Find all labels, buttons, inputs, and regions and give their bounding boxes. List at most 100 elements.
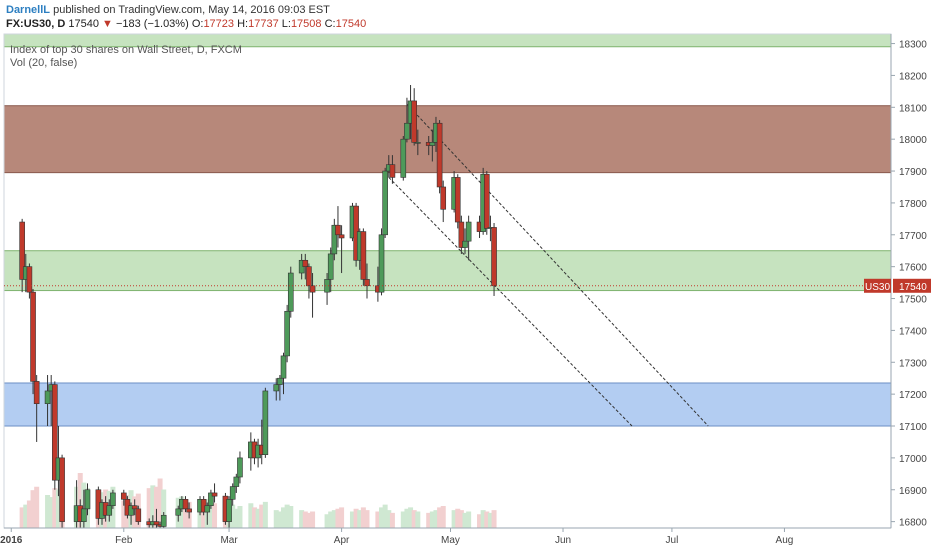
candle-body: [59, 457, 65, 522]
series-legend[interactable]: Index of top 30 shares on Wall Street, D…: [10, 44, 242, 56]
candle-body: [19, 221, 25, 280]
volume-bar: [52, 488, 58, 528]
candle-body: [135, 508, 142, 522]
candle: [360, 228, 367, 286]
price-axis: 16800 16900 17000 17100 17200 17300 17400 17500…: [891, 40, 927, 529]
volume-bar: [237, 506, 243, 528]
volume-bar: [273, 510, 279, 528]
volume-bar: [484, 511, 490, 528]
volume-bar: [281, 507, 287, 528]
chart-header: DarnellL published on TradingView.com, M…: [0, 0, 932, 34]
candle: [415, 129, 421, 156]
volume-bar: [357, 510, 363, 528]
candle: [389, 155, 396, 184]
publish-line: DarnellL published on TradingView.com, M…: [6, 4, 330, 16]
candle: [204, 502, 211, 525]
volume-bar: [23, 504, 29, 528]
candle-body: [331, 224, 338, 255]
volume-bar: [288, 506, 294, 528]
volume-bar: [324, 514, 330, 528]
volume-bar: [197, 504, 203, 528]
candle-body: [454, 177, 461, 223]
candle: [233, 473, 240, 493]
candle-body: [33, 381, 40, 405]
candle: [331, 218, 338, 261]
volume-bar: [389, 512, 395, 528]
volume-bar: [302, 511, 308, 528]
volume-bar: [335, 508, 341, 528]
candle-body: [360, 231, 367, 280]
candle-body: [128, 505, 134, 516]
candle: [440, 180, 447, 223]
candle: [436, 120, 443, 194]
candle: [208, 489, 214, 509]
candle-body: [302, 259, 309, 267]
volume-bar: [30, 490, 36, 528]
candle-body: [208, 492, 214, 506]
candle-body: [153, 521, 160, 526]
volume-bar: [146, 488, 152, 528]
candle: [306, 263, 312, 299]
volume-legend[interactable]: Vol (20, false): [10, 57, 78, 69]
time-tick-label: Jul: [666, 535, 679, 546]
candle-body: [465, 221, 472, 242]
volume-bar: [299, 510, 305, 528]
candle: [229, 483, 236, 506]
candle-body: [81, 508, 87, 522]
zone-green: [3, 250, 892, 292]
candle: [226, 496, 232, 528]
price-tick-label: 18200: [899, 71, 927, 82]
candle: [153, 508, 160, 528]
candle-body: [382, 170, 388, 236]
price-tick-label: 16800: [899, 518, 927, 529]
candle: [110, 489, 116, 509]
volume-bar: [306, 512, 312, 528]
volume-bar: [284, 504, 290, 528]
candle-body: [324, 279, 330, 293]
low-value: 17508: [290, 18, 322, 30]
price-tick-label: 18000: [899, 135, 927, 146]
time-tick-label: Mar: [220, 535, 238, 546]
close-label: C:: [324, 18, 336, 30]
candle-body: [436, 122, 443, 188]
candle-body: [287, 272, 294, 312]
volume-bar: [382, 504, 388, 528]
candle: [19, 218, 25, 293]
volume-bar: [277, 511, 283, 528]
volume-bar: [487, 512, 493, 528]
candle: [400, 135, 407, 181]
open-label: O:: [191, 18, 204, 30]
candle-body: [273, 384, 280, 392]
candle-body: [400, 138, 407, 178]
volume-bars: [19, 473, 497, 528]
down-arrow-icon: ▼: [102, 18, 113, 30]
volume-bar: [433, 510, 439, 528]
symbol-label: FX:US30, D: [6, 18, 66, 30]
volume-bar: [45, 495, 51, 528]
candle: [404, 97, 410, 143]
volume-bar: [230, 504, 236, 528]
volume-bar: [415, 511, 421, 528]
candle-body: [182, 499, 189, 510]
candle-body: [306, 266, 312, 287]
volume-bar: [429, 511, 435, 528]
volume-bar: [48, 497, 54, 528]
candle: [491, 222, 497, 296]
price-tick-label: 17100: [899, 422, 927, 433]
candle-body: [186, 508, 192, 513]
volume-bar: [437, 507, 443, 528]
price-tick-label: 16900: [899, 486, 927, 497]
author-name[interactable]: DarnellL: [6, 4, 51, 16]
volume-bar: [26, 500, 32, 528]
price-tick-label: 17000: [899, 454, 927, 465]
zone-blue: [3, 382, 892, 427]
candle: [465, 215, 472, 261]
candle: [262, 387, 269, 458]
candle-body: [26, 266, 33, 293]
candle-body: [338, 234, 345, 239]
volume-bar: [404, 508, 410, 528]
volume-bar: [458, 510, 464, 528]
volume-bar: [19, 507, 25, 528]
candle: [128, 502, 134, 525]
